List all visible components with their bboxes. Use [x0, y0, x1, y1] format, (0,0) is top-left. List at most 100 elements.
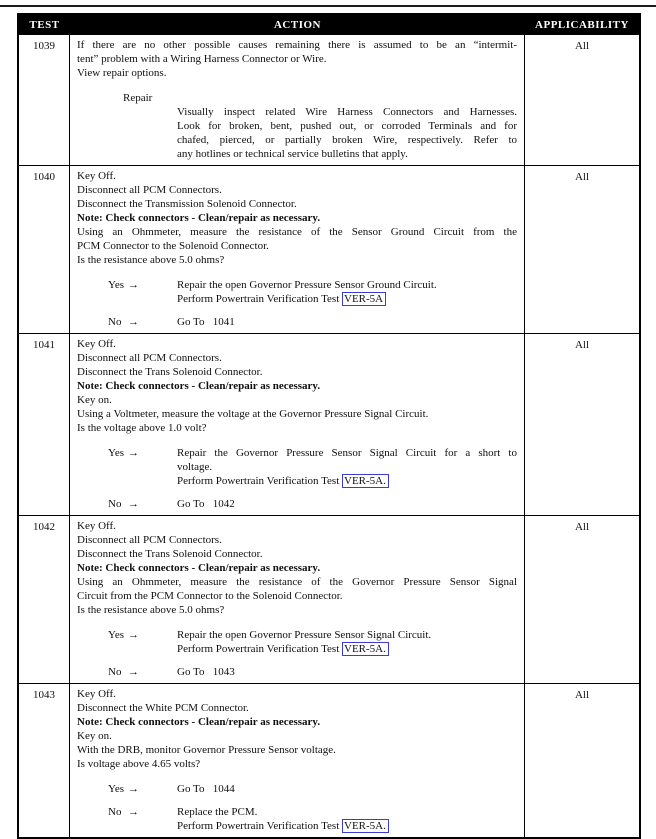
action-line: Repair the open Governor Pressure Sensor…: [177, 629, 432, 641]
go-to-line: Go To 1041: [177, 316, 235, 328]
action-line: Replace the PCM.: [177, 806, 258, 818]
action-line: Is the resistance above 5.0 ohms?: [77, 604, 225, 616]
action-line: Repair the open Governor Pressure Sensor…: [177, 279, 437, 291]
action-line: Is voltage above 4.65 volts?: [77, 758, 201, 770]
action-line: Using an Ohmmeter, measure the resistanc…: [77, 226, 517, 238]
no-branch: No → Replace the PCM. Perform Powertrain…: [108, 805, 517, 833]
no-branch-content: Go To 1043: [177, 665, 517, 679]
action-line: View repair options.: [77, 67, 167, 79]
yes-label: Yes: [108, 447, 125, 459]
action-cell: Key Off. Disconnect all PCM Connectors. …: [70, 516, 525, 683]
action-line: Key on.: [77, 394, 112, 406]
yes-branch-content: Repair the open Governor Pressure Sensor…: [177, 278, 517, 306]
action-line: With the DRB, monitor Governor Pressure …: [77, 744, 336, 756]
action-line: Key Off.: [77, 688, 116, 700]
action-line: any hotlines or technical service bullet…: [177, 148, 408, 160]
applicability-value: All: [574, 521, 590, 533]
no-branch-content: Go To 1041: [177, 315, 517, 329]
action-line: Disconnect all PCM Connectors.: [77, 352, 222, 364]
note-line: Note: Check connectors - Clean/repair as…: [77, 380, 321, 392]
action-line: chafed, pierced, or partially broken Wir…: [177, 134, 517, 146]
column-header-test: TEST: [29, 18, 60, 31]
no-branch: No → Go To 1041: [108, 315, 517, 329]
note-line: Note: Check connectors - Clean/repair as…: [77, 716, 321, 728]
no-branch-content: Go To 1042: [177, 497, 517, 511]
action-line: tent” problem with a Wiring Harness Conn…: [77, 53, 327, 65]
action-line: Key Off.: [77, 520, 116, 532]
test-number: 1039: [19, 35, 70, 165]
table-row-1043: 1043 Key Off. Disconnect the White PCM C…: [19, 683, 639, 837]
action-line: Disconnect the Transmission Solenoid Con…: [77, 198, 297, 210]
test-number: 1042: [19, 516, 70, 683]
action-line: Repair the Governor Pressure Sensor Sign…: [177, 447, 517, 459]
action-line: Disconnect all PCM Connectors.: [77, 184, 222, 196]
table-row-1042: 1042 Key Off. Disconnect all PCM Connect…: [19, 515, 639, 683]
action-cell: If there are no other possible causes re…: [70, 35, 525, 165]
action-line: Look for broken, bent, pushed out, or co…: [177, 120, 517, 132]
table-row-1040: 1040 Key Off. Disconnect all PCM Connect…: [19, 165, 639, 333]
arrow-icon: →: [128, 783, 139, 795]
yes-branch-content: Go To 1044: [177, 782, 517, 796]
arrow-icon: →: [128, 316, 139, 328]
go-to-line: Go To 1044: [177, 783, 235, 795]
action-line: voltage.: [177, 461, 213, 473]
test-number: 1041: [19, 334, 70, 515]
yes-label: Yes: [108, 629, 125, 641]
ver-5a-link[interactable]: VER-5A.: [342, 819, 389, 833]
yes-branch-content: Repair the open Governor Pressure Sensor…: [177, 628, 517, 656]
action-line: Using an Ohmmeter, measure the resistanc…: [77, 576, 517, 588]
no-label: No: [108, 666, 122, 678]
action-line: Key on.: [77, 730, 112, 742]
no-branch-content: Replace the PCM. Perform Powertrain Veri…: [177, 805, 517, 833]
action-line: Key Off.: [77, 170, 116, 182]
arrow-icon: →: [128, 498, 139, 510]
action-cell: Key Off. Disconnect the White PCM Connec…: [70, 684, 525, 837]
action-line: Is the resistance above 5.0 ohms?: [77, 254, 225, 266]
applicability-value: All: [574, 339, 590, 351]
action-line: Perform Powertrain Verification Test VER…: [177, 292, 517, 306]
action-cell: Key Off. Disconnect all PCM Connectors. …: [70, 334, 525, 515]
action-line: Perform Powertrain Verification Test VER…: [177, 819, 517, 833]
action-line: Disconnect the Trans Solenoid Connector.: [77, 548, 263, 560]
diagnostic-test-table: TEST ACTION APPLICABILITY 1039 If there …: [17, 13, 641, 839]
no-label: No: [108, 316, 122, 328]
note-line: Note: Check connectors - Clean/repair as…: [77, 212, 321, 224]
ver-5a-link[interactable]: VER-5A.: [342, 642, 389, 656]
yes-branch: Yes → Repair the open Governor Pressure …: [108, 278, 517, 306]
action-line: Key Off.: [77, 338, 116, 350]
arrow-icon: →: [128, 629, 139, 641]
action-line: PCM Connector to the Solenoid Connector.: [77, 240, 269, 252]
action-line: Perform Powertrain Verification Test VER…: [177, 642, 517, 656]
no-branch: No → Go To 1042: [108, 497, 517, 511]
yes-branch: Yes → Repair the Governor Pressure Senso…: [108, 446, 517, 488]
arrow-icon: →: [128, 666, 139, 678]
note-line: Note: Check connectors - Clean/repair as…: [77, 562, 321, 574]
verification-text: Perform Powertrain Verification Test: [177, 475, 343, 487]
action-line: Is the voltage above 1.0 volt?: [77, 422, 207, 434]
verification-text: Perform Powertrain Verification Test: [177, 643, 343, 655]
table-header-row: TEST ACTION APPLICABILITY: [19, 15, 639, 34]
action-line: Using a Voltmeter, measure the voltage a…: [77, 408, 429, 420]
go-to-line: Go To 1043: [177, 666, 235, 678]
yes-label: Yes: [108, 279, 125, 291]
repair-instructions: Visually inspect related Wire Harness Co…: [177, 105, 517, 161]
ver-5a-link[interactable]: VER-5A: [342, 292, 387, 306]
arrow-icon: →: [128, 806, 139, 818]
ver-5a-link[interactable]: VER-5A.: [342, 474, 389, 488]
verification-text: Perform Powertrain Verification Test: [177, 293, 343, 305]
yes-label: Yes: [108, 783, 125, 795]
table-row-1039: 1039 If there are no other possible caus…: [19, 34, 639, 165]
action-line: Visually inspect related Wire Harness Co…: [177, 106, 517, 118]
action-line: Perform Powertrain Verification Test VER…: [177, 474, 517, 488]
yes-branch-content: Repair the Governor Pressure Sensor Sign…: [177, 446, 517, 488]
no-label: No: [108, 806, 122, 818]
no-branch: No → Go To 1043: [108, 665, 517, 679]
table-row-1041: 1041 Key Off. Disconnect all PCM Connect…: [19, 333, 639, 515]
action-line: Disconnect all PCM Connectors.: [77, 534, 222, 546]
arrow-icon: →: [128, 447, 139, 459]
action-cell: Key Off. Disconnect all PCM Connectors. …: [70, 166, 525, 333]
repair-option-label: Repair: [123, 92, 153, 104]
action-line: If there are no other possible causes re…: [77, 39, 517, 51]
action-line: Circuit from the PCM Connector to the So…: [77, 590, 343, 602]
column-header-applicability: APPLICABILITY: [535, 18, 629, 31]
